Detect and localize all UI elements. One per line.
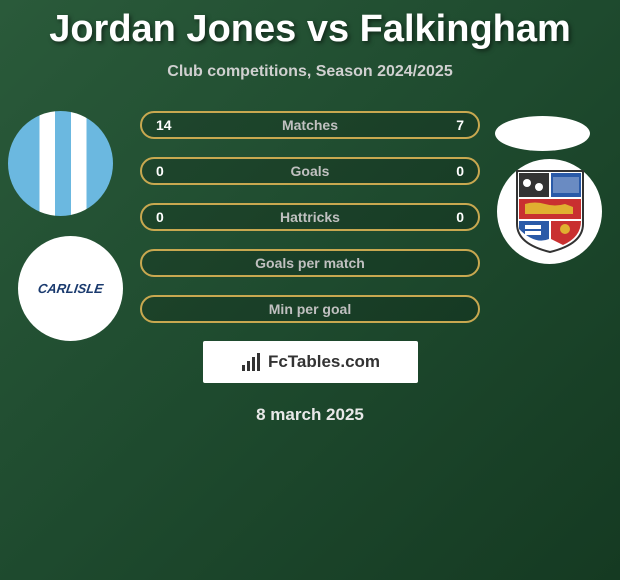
- stat-value-left: 0: [156, 209, 186, 225]
- player-left-avatar: [8, 111, 113, 216]
- player-left-club-badge: CARLISLE: [18, 236, 123, 341]
- stat-label: Goals per match: [255, 255, 365, 271]
- stat-value-right: 0: [434, 209, 464, 225]
- crest-icon: [515, 169, 585, 254]
- stat-label: Min per goal: [269, 301, 351, 317]
- stat-row: 0 Goals 0: [140, 157, 480, 185]
- stat-label: Hattricks: [280, 209, 340, 225]
- player-right-club-badge: [497, 159, 602, 264]
- date-text: 8 march 2025: [10, 405, 610, 425]
- stat-row: Min per goal: [140, 295, 480, 323]
- brand-logo-box: FcTables.com: [203, 341, 418, 383]
- bar-chart-icon: [240, 351, 262, 373]
- page-subtitle: Club competitions, Season 2024/2025: [0, 63, 620, 81]
- stat-row: 14 Matches 7: [140, 111, 480, 139]
- player-right-avatar-placeholder: [495, 116, 590, 151]
- stat-value-right: 7: [434, 117, 464, 133]
- jersey-stripes-icon: [8, 111, 113, 216]
- stat-row: Goals per match: [140, 249, 480, 277]
- page-title: Jordan Jones vs Falkingham: [0, 0, 620, 51]
- stat-value-left: 14: [156, 117, 186, 133]
- stat-row: 0 Hattricks 0: [140, 203, 480, 231]
- stat-value-left: 0: [156, 163, 186, 179]
- stat-rows: 14 Matches 7 0 Goals 0 0 Hattricks 0 Goa…: [140, 111, 480, 323]
- stat-label: Goals: [291, 163, 330, 179]
- brand-logo-text: FcTables.com: [268, 352, 380, 372]
- stat-value-right: 0: [434, 163, 464, 179]
- stat-label: Matches: [282, 117, 338, 133]
- club-left-label: CARLISLE: [37, 281, 104, 296]
- comparison-panel: CARLISLE 14 Matches 7 0 Goals: [0, 111, 620, 425]
